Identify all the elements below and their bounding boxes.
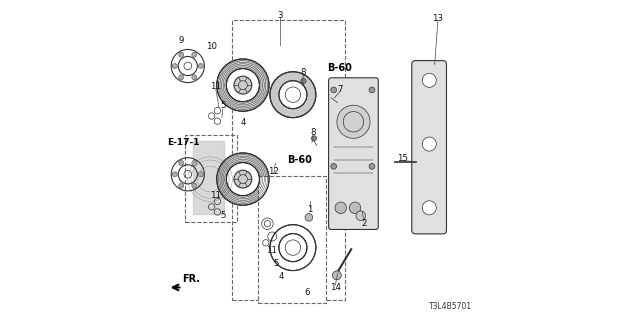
- Polygon shape: [270, 225, 316, 270]
- Text: 8: 8: [310, 128, 316, 137]
- Circle shape: [331, 164, 337, 169]
- Circle shape: [192, 75, 197, 80]
- Circle shape: [192, 160, 197, 165]
- Text: 13: 13: [433, 14, 444, 23]
- FancyBboxPatch shape: [412, 60, 447, 234]
- Circle shape: [234, 170, 252, 188]
- Text: 1: 1: [307, 205, 312, 214]
- Circle shape: [192, 52, 197, 57]
- Circle shape: [198, 63, 204, 68]
- Circle shape: [179, 52, 184, 57]
- Circle shape: [422, 201, 436, 215]
- Circle shape: [332, 271, 341, 280]
- Circle shape: [422, 73, 436, 87]
- Text: 12: 12: [268, 167, 279, 176]
- Text: 15: 15: [397, 154, 408, 163]
- Circle shape: [179, 75, 184, 80]
- Circle shape: [172, 172, 177, 177]
- Text: 5: 5: [274, 259, 279, 268]
- Bar: [258, 176, 326, 303]
- Text: B-60: B-60: [326, 63, 351, 73]
- Circle shape: [422, 137, 436, 151]
- Circle shape: [369, 164, 375, 169]
- Text: E-17-1: E-17-1: [168, 138, 200, 147]
- Text: 4: 4: [240, 118, 246, 127]
- FancyBboxPatch shape: [328, 78, 378, 229]
- Polygon shape: [227, 163, 259, 196]
- Polygon shape: [193, 141, 225, 214]
- Circle shape: [312, 136, 317, 141]
- Text: B-60: B-60: [287, 155, 312, 165]
- Text: 4: 4: [279, 272, 285, 281]
- Text: 7: 7: [337, 85, 342, 94]
- Text: 11: 11: [266, 246, 277, 255]
- Text: 5: 5: [220, 211, 225, 220]
- Circle shape: [335, 202, 346, 213]
- Circle shape: [179, 183, 184, 188]
- Text: 5: 5: [220, 101, 225, 110]
- Polygon shape: [270, 72, 316, 118]
- Text: FR.: FR.: [182, 275, 200, 284]
- Text: 6: 6: [305, 288, 310, 297]
- Text: 10: 10: [206, 42, 217, 52]
- Text: 11: 11: [211, 82, 221, 91]
- Text: 8: 8: [301, 68, 306, 77]
- Text: T3L4B5701: T3L4B5701: [429, 302, 472, 311]
- Circle shape: [349, 202, 361, 213]
- Circle shape: [192, 183, 197, 188]
- Polygon shape: [279, 234, 307, 262]
- Circle shape: [305, 213, 313, 221]
- Circle shape: [369, 87, 375, 93]
- Bar: [232, 20, 346, 300]
- Text: 9: 9: [178, 36, 184, 45]
- Circle shape: [198, 172, 204, 177]
- Bar: [184, 134, 237, 222]
- Circle shape: [301, 78, 306, 84]
- Text: 3: 3: [277, 11, 283, 20]
- Polygon shape: [217, 59, 269, 111]
- Polygon shape: [227, 68, 259, 102]
- Text: 14: 14: [330, 283, 340, 292]
- Circle shape: [234, 76, 252, 94]
- Circle shape: [172, 63, 177, 68]
- Circle shape: [331, 87, 337, 93]
- Polygon shape: [217, 153, 269, 205]
- Text: 11: 11: [211, 190, 221, 200]
- Circle shape: [179, 160, 184, 165]
- Text: 2: 2: [361, 219, 367, 228]
- Polygon shape: [279, 81, 307, 109]
- Circle shape: [337, 105, 370, 138]
- Circle shape: [356, 211, 365, 220]
